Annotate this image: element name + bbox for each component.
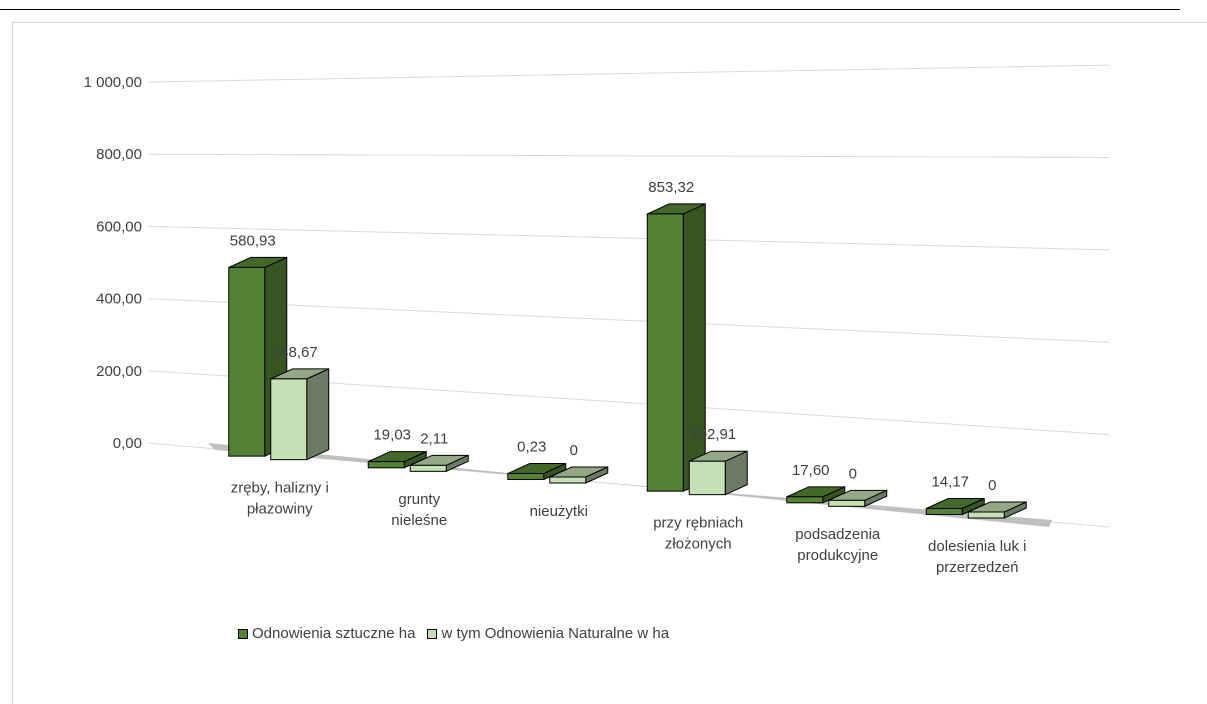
legend-label: Odnowienia sztuczne ha <box>252 625 416 642</box>
chart-frame-top <box>12 22 1207 23</box>
data-label: 14,17 <box>931 473 969 490</box>
bar <box>786 496 824 504</box>
legend-swatch <box>427 628 438 639</box>
data-label: 19,03 <box>373 427 411 444</box>
bar-side <box>306 368 330 461</box>
data-label: 580,93 <box>230 232 276 249</box>
data-label: 2,11 <box>420 430 448 447</box>
y-tick-label: 1 000,00 <box>84 74 142 91</box>
y-tick-label: 0,00 <box>113 435 142 452</box>
top-rule <box>0 9 1180 10</box>
y-axis: 0,00 200,00 400,00 600,00 800,00 1 000,00 <box>84 74 142 452</box>
category-label: zręby, halizny i płazowiny <box>231 480 329 518</box>
legend: Odnowienia sztuczne ha w tym Odnowienia … <box>238 625 681 642</box>
bars <box>228 203 1027 519</box>
bar <box>228 266 266 457</box>
category-label: przy rębniach złożonych <box>653 515 743 553</box>
chart-frame-left <box>12 22 13 704</box>
category-label: grunty nieleśne <box>391 491 447 529</box>
category-label: nieużytki <box>530 503 588 520</box>
data-label: 0 <box>849 465 857 482</box>
data-label: 0 <box>570 442 578 459</box>
gridline <box>147 225 1110 251</box>
bar <box>270 378 308 461</box>
bar-side <box>682 203 706 492</box>
gridline <box>147 153 1110 158</box>
data-labels: 580,93 248,67 19,03 2,11 0,23 0 853,32 102,91 17… <box>230 179 997 494</box>
data-label: 0,23 <box>517 438 546 455</box>
bar <box>367 461 405 469</box>
gridline <box>147 298 1110 343</box>
data-label: 248,67 <box>272 344 318 361</box>
legend-item-series-1: Odnowienia sztuczne ha <box>238 625 415 642</box>
bar <box>925 507 963 515</box>
floor-plane <box>208 443 1052 527</box>
bar <box>409 464 447 472</box>
legend-swatch <box>238 628 248 639</box>
bar <box>967 511 1005 519</box>
bar <box>688 460 726 496</box>
bar <box>507 472 545 480</box>
gridline <box>147 64 1110 83</box>
bar <box>828 499 866 507</box>
y-tick-label: 400,00 <box>96 291 142 308</box>
bar <box>646 213 684 492</box>
y-tick-label: 200,00 <box>96 363 142 380</box>
chart-floor <box>208 443 1052 527</box>
category-label: dolesienia luk i przerzedzeń <box>928 538 1026 576</box>
category-label: podsadzenia produkcyjne <box>795 526 881 564</box>
data-label: 102,91 <box>690 426 736 443</box>
category-labels: zręby, halizny i płazowiny grunty nieleśne n… <box>231 480 1027 576</box>
legend-item-series-2: w tym Odnowienia Naturalne w ha <box>427 625 669 642</box>
data-label: 0 <box>988 477 996 494</box>
y-tick-label: 600,00 <box>96 218 142 235</box>
y-tick-label: 800,00 <box>96 146 142 163</box>
data-label: 853,32 <box>648 179 694 196</box>
legend-label: w tym Odnowienia Naturalne w ha <box>441 625 670 642</box>
data-label: 17,60 <box>792 462 830 479</box>
bar <box>549 476 587 484</box>
